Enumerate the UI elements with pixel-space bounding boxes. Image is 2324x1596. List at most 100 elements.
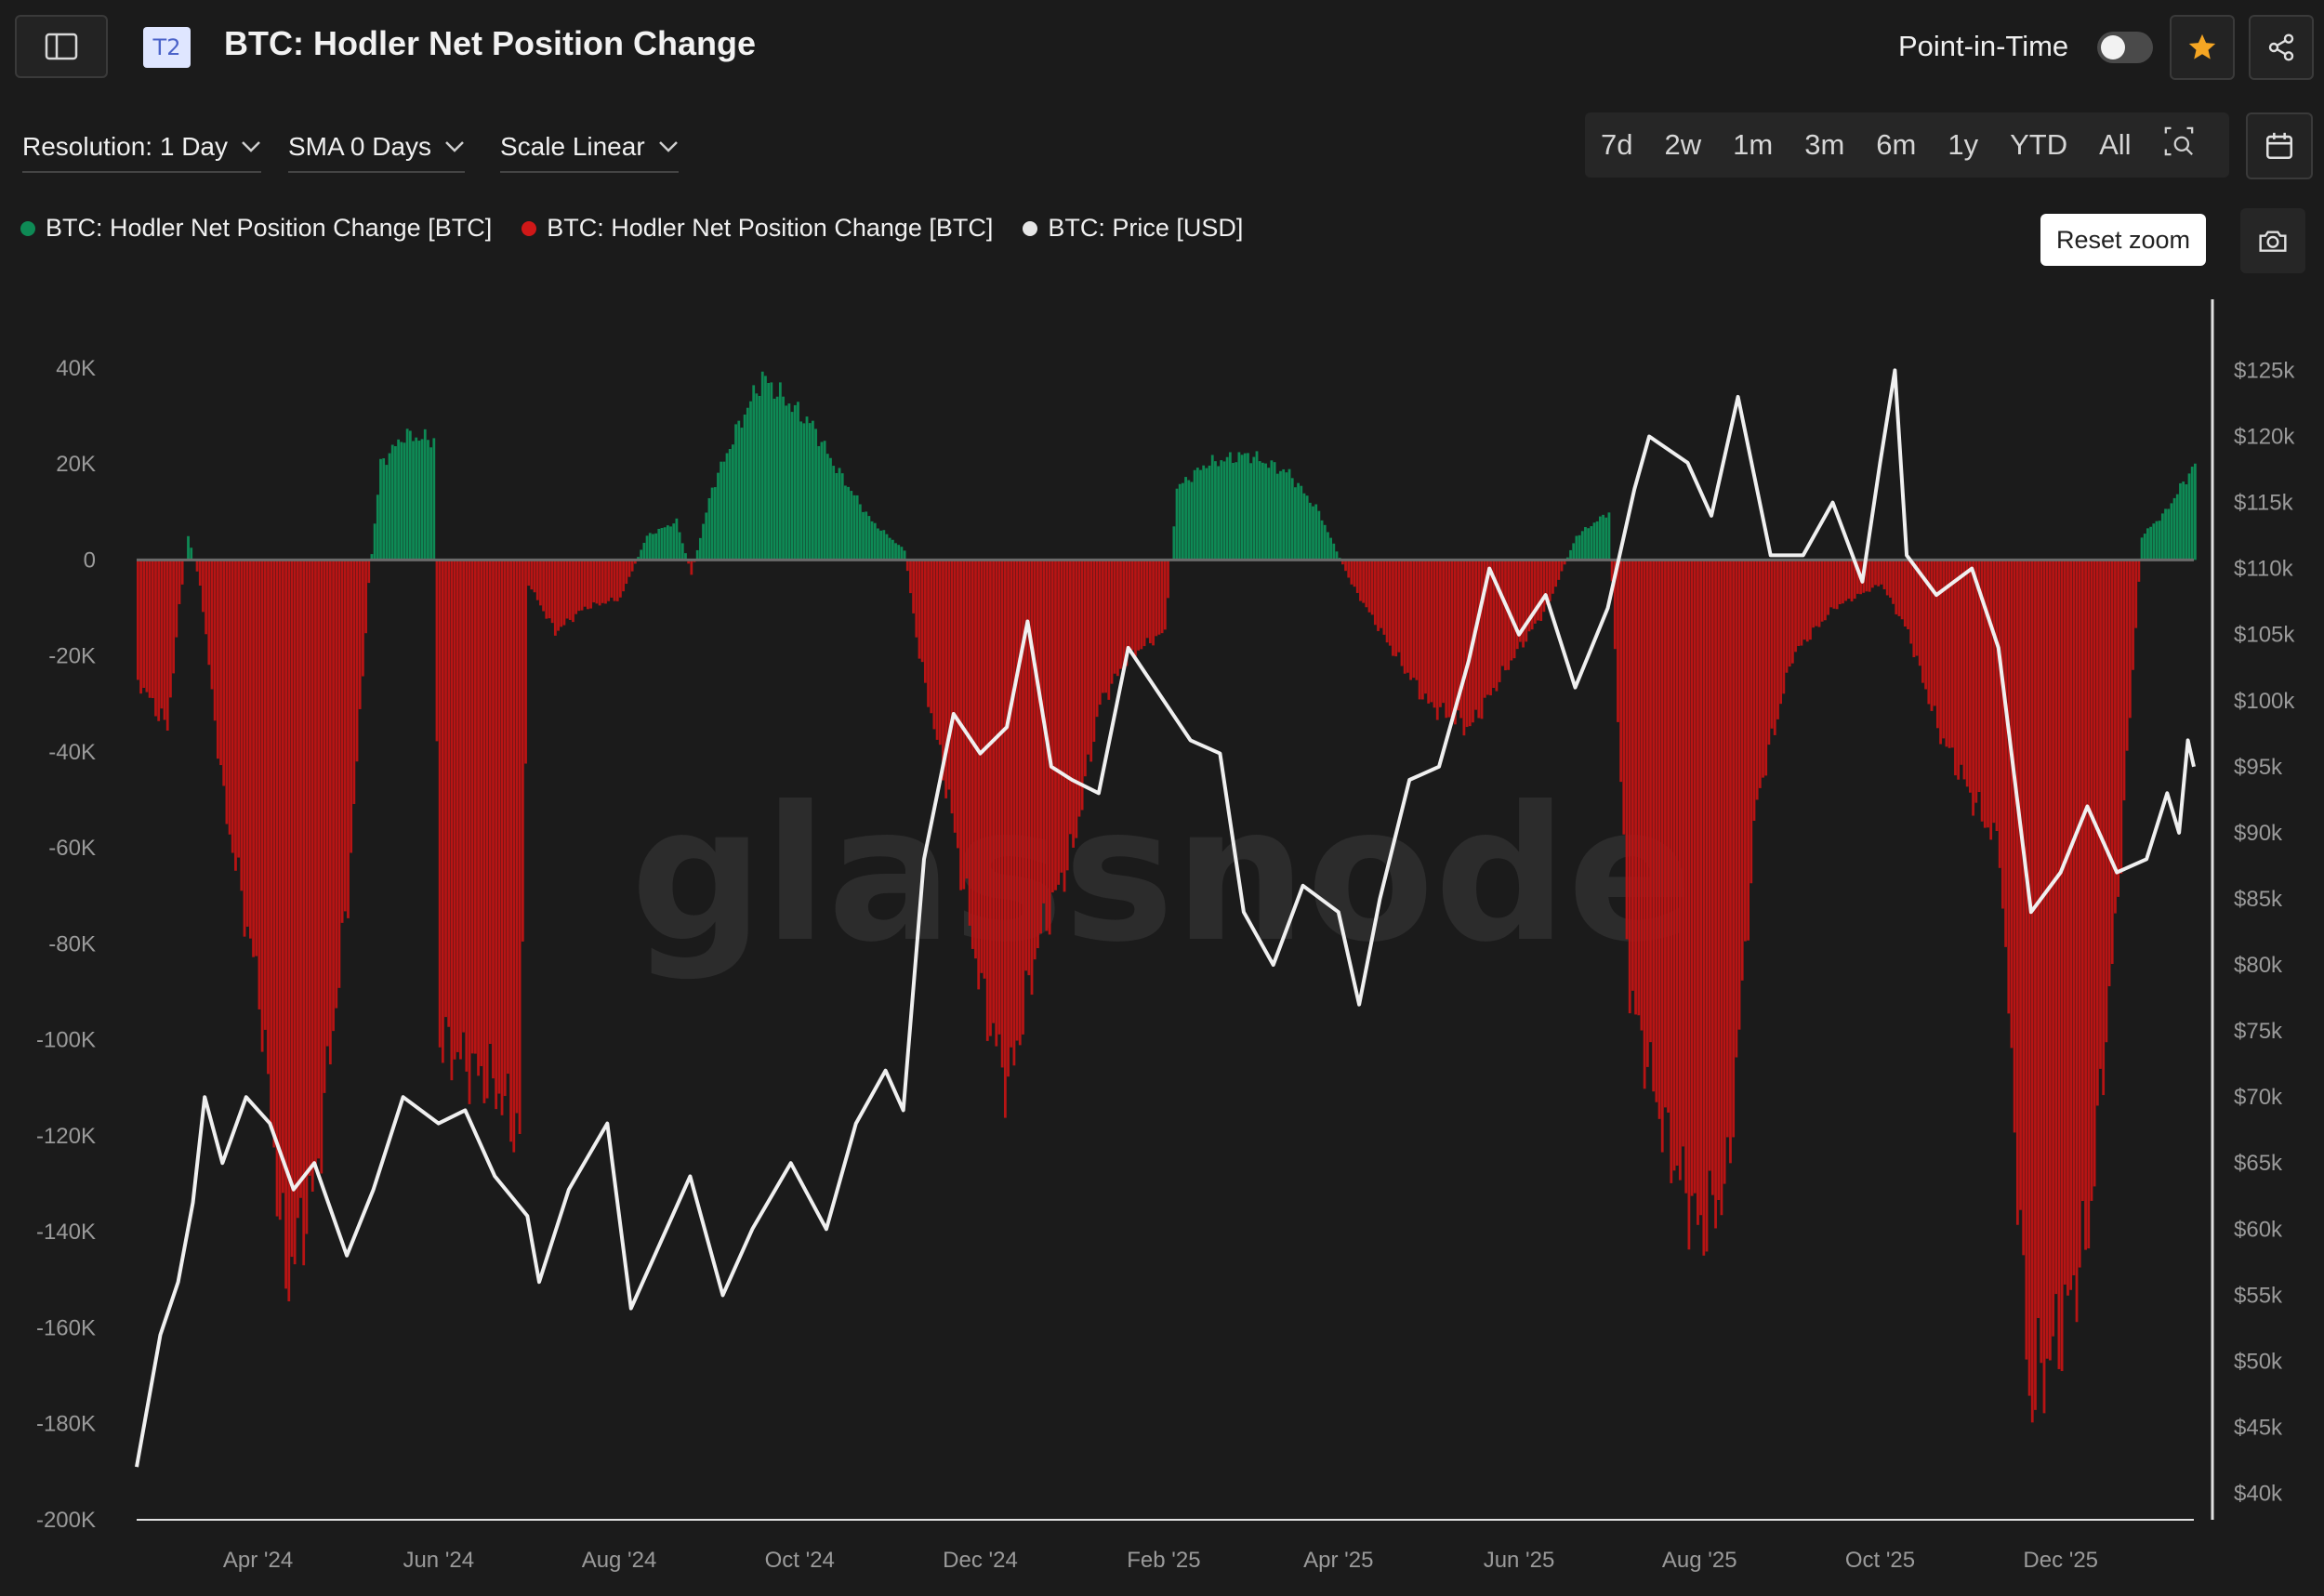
net-position-bar <box>1637 560 1641 1016</box>
net-position-bar <box>456 560 459 1052</box>
sidebar-icon <box>45 33 78 60</box>
net-position-bar <box>1036 560 1039 949</box>
screenshot-button[interactable] <box>2240 208 2305 273</box>
legend-item-positive[interactable]: BTC: Hodler Net Position Change [BTC] <box>20 214 492 243</box>
net-position-bar <box>610 560 614 598</box>
net-position-bar <box>296 560 299 1219</box>
scale-label: Scale Linear <box>500 132 645 161</box>
zoom-select-button[interactable] <box>2147 125 2211 165</box>
point-in-time-label: Point-in-Time <box>1898 30 2069 62</box>
net-position-bar <box>1102 560 1104 693</box>
y-right-tick-label: $55k <box>2234 1283 2283 1308</box>
net-position-bar <box>1672 560 1676 1171</box>
net-position-bar <box>1782 560 1786 694</box>
net-position-bar <box>1128 560 1131 651</box>
net-position-bar <box>139 560 142 694</box>
net-position-bar <box>652 534 654 561</box>
range-7d-button[interactable]: 7d <box>1601 128 1633 161</box>
net-position-bar <box>415 437 418 561</box>
net-position-bar <box>1000 560 1004 1068</box>
net-position-bar <box>1977 560 1981 793</box>
net-position-bar <box>373 523 376 561</box>
net-position-bar <box>598 560 601 606</box>
net-position-bar <box>657 528 661 561</box>
net-position-bar <box>672 523 676 561</box>
share-button[interactable] <box>2249 15 2314 80</box>
net-position-bar <box>350 560 353 853</box>
net-position-bar <box>1119 560 1122 669</box>
net-position-bar <box>785 405 788 561</box>
net-position-bar <box>163 560 166 720</box>
net-position-bar <box>577 560 581 612</box>
net-position-bar <box>920 560 924 663</box>
net-position-bar <box>429 447 433 561</box>
net-position-bar <box>328 560 332 1065</box>
net-position-bar <box>257 560 261 1009</box>
resolution-select[interactable]: Resolution: 1 Day <box>22 132 262 173</box>
legend-item-price[interactable]: BTC: Price [USD] <box>1023 214 1243 243</box>
y-left-tick-label: 40K <box>56 356 96 381</box>
net-position-bar <box>1057 560 1061 885</box>
net-position-bar <box>1557 560 1561 580</box>
net-position-bar <box>572 560 574 623</box>
net-position-bar <box>172 560 175 674</box>
net-position-bar <box>355 560 359 762</box>
chart-area[interactable]: glassnode 40K 20K 0 -20K -40K -60K -80K -100K -1… <box>0 279 2324 1596</box>
net-position-bar <box>1403 560 1406 674</box>
net-position-bar <box>1670 560 1673 1183</box>
legend-item-negative[interactable]: BTC: Hodler Net Position Change [BTC] <box>522 214 993 243</box>
net-position-bar <box>997 560 1001 1035</box>
net-position-bar <box>1453 560 1457 725</box>
point-in-time-toggle[interactable] <box>2097 32 2153 63</box>
net-position-bar <box>1075 560 1078 838</box>
net-position-bar <box>145 560 149 692</box>
net-position-bar <box>1279 470 1282 561</box>
net-position-bar <box>405 429 409 561</box>
net-position-bar <box>1362 560 1366 603</box>
sma-select[interactable]: SMA 0 Days <box>288 132 466 173</box>
net-position-bar <box>1817 560 1821 627</box>
net-position-bar <box>1829 560 1833 608</box>
net-position-bar <box>1895 560 1898 614</box>
toggle-sidebar-button[interactable] <box>15 15 108 78</box>
net-position-bar <box>790 412 794 561</box>
range-all-button[interactable]: All <box>2099 128 2132 161</box>
net-position-bar <box>1373 560 1377 626</box>
scale-select[interactable]: Scale Linear <box>500 132 679 173</box>
favorite-button[interactable] <box>2170 15 2235 80</box>
y-right-tick-label: $75k <box>2234 1019 2283 1044</box>
net-position-bar <box>752 385 756 561</box>
net-position-bar <box>1912 560 1916 658</box>
range-3m-button[interactable]: 3m <box>1804 128 1845 161</box>
net-position-bar <box>586 560 589 610</box>
net-position-bar <box>2143 534 2146 561</box>
net-position-bar <box>814 429 817 561</box>
net-position-bar <box>897 545 901 561</box>
net-position-bar <box>1353 560 1356 587</box>
range-2w-button[interactable]: 2w <box>1664 128 1702 161</box>
net-position-bar <box>1530 560 1534 630</box>
net-position-bar <box>482 560 486 1103</box>
net-position-bar <box>1294 487 1297 561</box>
net-position-bar <box>1024 560 1028 971</box>
y-left-tick-label: -140K <box>36 1220 96 1245</box>
net-position-bar <box>272 560 276 1148</box>
net-position-bar <box>1210 455 1214 561</box>
net-position-bar <box>2040 560 2043 1364</box>
range-1m-button[interactable]: 1m <box>1733 128 1774 161</box>
net-position-bar <box>550 560 554 624</box>
x-tick-label: Oct '25 <box>1845 1548 1915 1573</box>
net-position-bar <box>165 560 169 731</box>
net-position-bar <box>900 547 904 561</box>
range-ytd-button[interactable]: YTD <box>2010 128 2068 161</box>
net-position-bar <box>767 382 771 561</box>
range-1y-button[interactable]: 1y <box>1948 128 1979 161</box>
net-position-bar <box>1412 560 1416 679</box>
reset-zoom-button[interactable]: Reset zoom <box>2040 214 2206 266</box>
range-6m-button[interactable]: 6m <box>1876 128 1917 161</box>
y-left-tick-label: -200K <box>36 1508 96 1533</box>
net-position-bar <box>1483 560 1486 698</box>
net-position-bar <box>713 487 717 561</box>
date-picker-button[interactable] <box>2246 112 2313 179</box>
net-position-bar <box>565 560 569 619</box>
